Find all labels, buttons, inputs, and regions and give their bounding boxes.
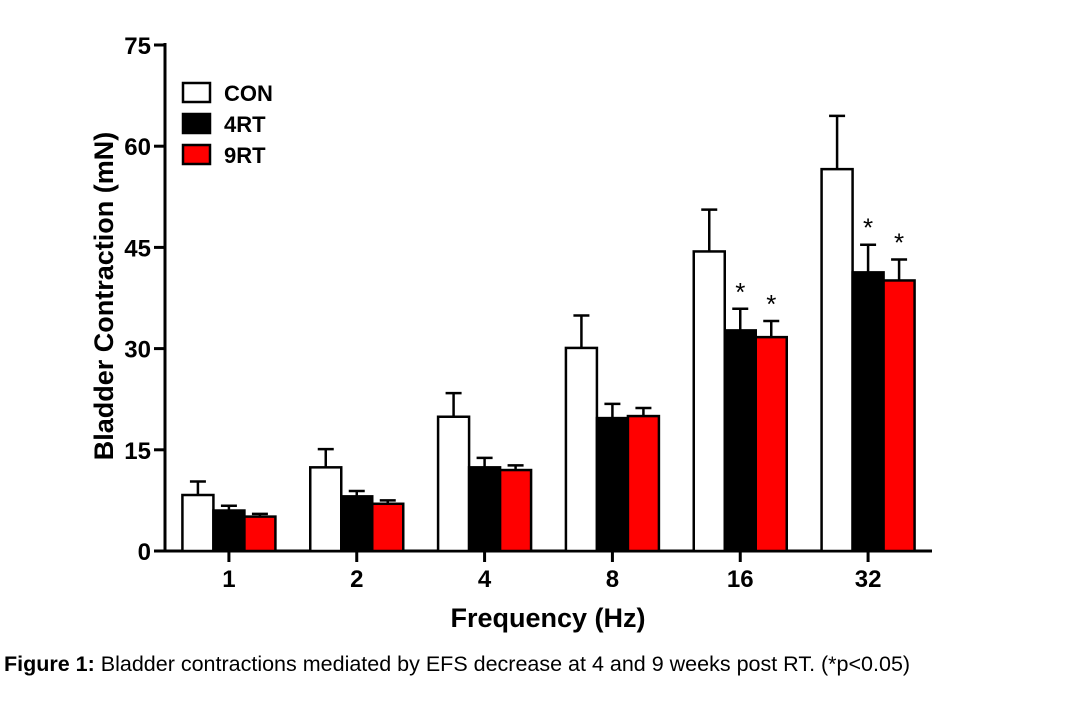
bar [467,466,502,553]
y-tick-label: 0 [138,539,151,566]
significance-marker: * [894,228,904,258]
bar [820,167,854,553]
legend-label: 4RT [224,112,266,137]
bar-chart: 0 15 30 45 60 75 1 2 4 8 16 32 * * * * CON 4RT 9RT Freq… [89,33,932,633]
y-tick-label: 15 [124,438,151,465]
legend-label: CON [224,81,273,106]
bar [692,250,726,553]
bar [595,416,630,553]
caption-text: Bladder contractions mediated by EFS dec… [94,652,911,676]
y-tick-label: 60 [124,134,151,161]
y-axis: 0 15 30 45 60 75 [124,33,167,566]
y-tick-label: 45 [124,235,151,262]
bar [243,515,277,553]
bar [851,271,885,553]
bar [882,279,916,553]
legend-swatch [181,81,212,104]
x-tick-label: 2 [350,566,363,593]
bar [340,495,374,553]
bar [564,346,599,553]
significance-marker: * [735,277,745,307]
x-axis: 1 2 4 8 16 32 [165,549,932,593]
figure-caption: Figure 1: Bladder contractions mediated … [4,652,1080,677]
bar [212,509,246,553]
bar [436,415,471,553]
x-tick-label: 8 [606,566,619,593]
x-tick-label: 32 [855,566,882,593]
caption-label: Figure 1: [4,652,95,676]
y-axis-title: Bladder Contraction (mN) [89,132,119,461]
bar [723,329,757,553]
y-tick-label: 75 [124,33,151,60]
legend: CON 4RT 9RT [181,81,273,168]
bars-group: * * * * [181,114,916,553]
x-tick-label: 4 [478,566,492,593]
bar [371,502,405,553]
bar [309,466,343,553]
y-tick-label: 30 [124,337,151,364]
significance-marker: * [863,213,873,243]
significance-marker: * [766,289,776,319]
x-axis-title: Frequency (Hz) [450,603,645,633]
bar [498,468,533,553]
x-tick-label: 1 [222,566,235,593]
legend-swatch [181,143,212,166]
bar [626,414,661,553]
legend-swatch [181,112,212,135]
legend-label: 9RT [224,143,266,168]
bar [754,335,788,553]
x-tick-label: 16 [727,566,754,593]
bar [181,493,215,553]
